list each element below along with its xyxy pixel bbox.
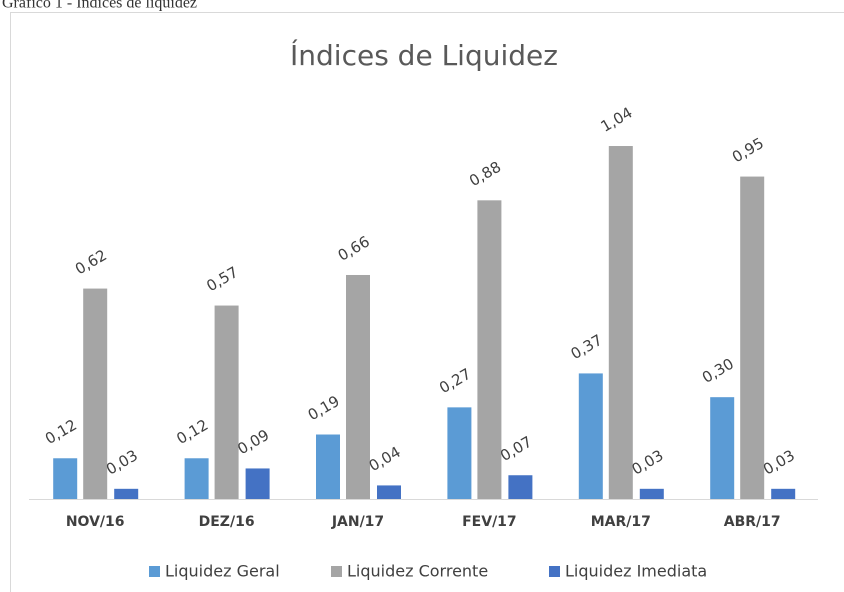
bar [245,468,270,499]
legend-swatch [331,566,342,577]
bar [53,458,78,499]
bar [214,305,239,499]
bar [346,274,370,499]
chart-title: Índices de Liquidez [290,38,558,72]
legend-label: Liquidez Geral [165,562,280,581]
bar [83,288,108,499]
bar [477,200,502,499]
caption: Gráfico 1 - Índices de liquidez [2,0,197,12]
x-tick-label: NOV/16 [66,514,125,530]
x-tick-label: FEV/17 [462,514,517,530]
bar [377,485,401,499]
bar [710,397,735,499]
chart-frame [10,12,844,592]
bar [447,407,472,499]
bar [771,488,796,499]
bar [114,488,139,499]
bar [184,458,209,499]
bar [740,176,765,499]
legend-swatch [149,566,160,577]
bar [578,373,603,499]
legend-label: Liquidez Imediata [565,562,707,581]
x-tick-label: ABR/17 [724,514,781,530]
bar [608,146,633,500]
bar [639,488,664,499]
legend-label: Liquidez Corrente [347,562,488,581]
x-tick-label: DEZ/16 [199,514,255,530]
bar [508,475,533,499]
x-tick-label: MAR/17 [591,514,651,530]
bar [316,434,340,499]
legend-swatch [549,566,560,577]
x-tick-label: JAN/17 [331,514,384,530]
